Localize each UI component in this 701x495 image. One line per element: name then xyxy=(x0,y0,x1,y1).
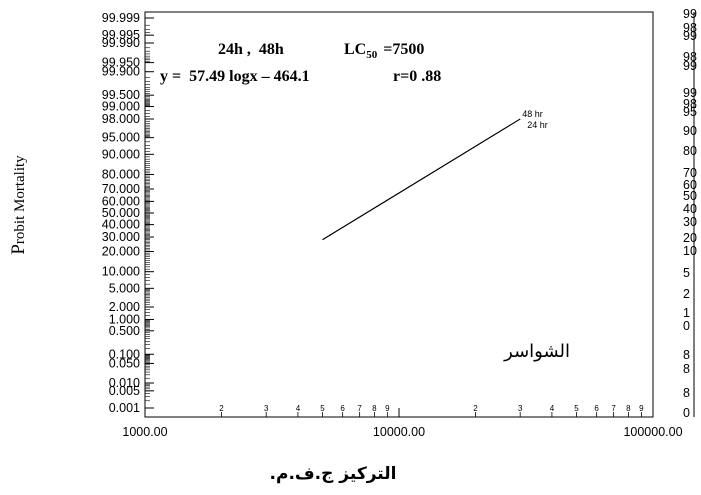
right-panel-tick-label: 8 xyxy=(683,362,690,376)
right-panel-tick-label: 10 xyxy=(683,244,697,258)
right-panel-tick-label: 98 xyxy=(683,50,697,64)
y-tick-label: 99.990 xyxy=(102,36,140,50)
right-panel-tick-label: 20 xyxy=(683,231,697,245)
x-major-tick-label: 10000.00 xyxy=(373,425,425,439)
right-panel-tick-label: 99 xyxy=(683,29,697,43)
x-minor-tick-label: 5 xyxy=(574,404,579,413)
right-panel-tick-label: 99 xyxy=(683,86,697,100)
y-tick-label: 10.000 xyxy=(102,265,140,279)
x-minor-tick-label: 3 xyxy=(264,404,269,413)
annotation-species: الشواسر xyxy=(503,341,570,362)
y-tick-label: 5.000 xyxy=(109,281,140,295)
y-tick-label: 99.500 xyxy=(102,88,140,102)
right-panel-tick-label: 8 xyxy=(683,348,690,362)
y-tick-label: 50.000 xyxy=(102,206,140,220)
y-tick-label: 0.010 xyxy=(109,376,140,390)
y-tick-label: 30.000 xyxy=(102,230,140,244)
x-minor-tick-label: 9 xyxy=(385,404,390,413)
regression-equation: y = 57.49 logx – 464.1 xyxy=(160,68,310,85)
y-tick-label: 0.050 xyxy=(109,356,140,370)
right-panel-tick-label: 70 xyxy=(683,166,697,180)
series-line xyxy=(322,118,521,241)
chart-header-lc: LC50 =7500 xyxy=(344,41,424,61)
y-tick-label: 99.900 xyxy=(102,65,140,79)
y-tick-label: 2.000 xyxy=(109,300,140,314)
y-axis-label-cap: P xyxy=(8,244,29,255)
y-tick-label: 70.000 xyxy=(102,182,140,196)
x-minor-tick-label: 6 xyxy=(594,404,599,413)
x-minor-tick-label: 2 xyxy=(219,404,224,413)
right-panel-tick-label: 8 xyxy=(683,386,690,400)
right-panel-tick-label: 1 xyxy=(683,306,690,320)
x-minor-tick-label: 2 xyxy=(473,404,478,413)
y-tick-label: 99.999 xyxy=(102,11,140,25)
right-panel-tick-label: 98 xyxy=(683,97,697,111)
right-panel-tick-label: 90 xyxy=(683,124,697,138)
x-minor-tick-label: 4 xyxy=(550,404,555,413)
y-tick-label: 99.000 xyxy=(102,100,140,114)
y-tick-label: 0.500 xyxy=(109,324,140,338)
right-panel-tick-label: 80 xyxy=(683,144,697,158)
y-axis-label-rest: robit Mortality xyxy=(12,155,28,244)
x-minor-tick-label: 9 xyxy=(639,404,644,413)
correlation-value: r=0 .88 xyxy=(393,68,441,85)
right-panel-tick-label: 2 xyxy=(683,287,690,301)
x-axis-label: التركيز ج.ف.م. xyxy=(270,464,397,484)
y-tick-label: 80.000 xyxy=(102,167,140,181)
lc-subscript: 50 xyxy=(366,49,378,61)
chart-header-line1: 24h , 48h xyxy=(218,41,284,58)
right-panel-tick-label: 60 xyxy=(683,178,697,192)
series-label: 48 hr xyxy=(522,109,543,119)
x-major-tick-label: 100000.00 xyxy=(623,425,682,439)
right-panel-tick-label: 99 xyxy=(683,59,697,73)
right-panel-partial-axis: 9998999899999895908070605040302010521088… xyxy=(683,7,697,420)
right-panel-tick-label: 5 xyxy=(683,266,690,280)
y-tick-label: 0.001 xyxy=(109,401,140,415)
x-axis-ticks: 1000.00 10000.00 100000.002 3 4 5 6 7 8 9 2 3 4 5 6 7 8 9 xyxy=(122,404,682,439)
right-panel-tick-label: 40 xyxy=(683,202,697,216)
y-tick-label: 99.995 xyxy=(102,28,140,42)
x-minor-tick-label: 7 xyxy=(357,404,362,413)
y-tick-label: 0.100 xyxy=(109,347,140,361)
right-panel-tick-label: 99 xyxy=(683,7,697,21)
y-tick-label: 40.000 xyxy=(102,218,140,232)
y-tick-label: 1.000 xyxy=(109,312,140,326)
x-minor-tick-label: 7 xyxy=(611,404,616,413)
y-axis-label: Probit Mortality xyxy=(8,155,29,255)
right-panel-tick-label: 95 xyxy=(683,105,697,119)
x-minor-tick-label: 6 xyxy=(340,404,345,413)
y-tick-label: 98.000 xyxy=(102,112,140,126)
y-tick-label: 90.000 xyxy=(102,147,140,161)
x-minor-tick-label: 8 xyxy=(626,404,631,413)
right-panel-tick-label: 0 xyxy=(683,406,690,420)
x-minor-tick-label: 3 xyxy=(518,404,523,413)
x-minor-tick-label: 5 xyxy=(320,404,325,413)
y-tick-label: 99.950 xyxy=(102,56,140,70)
y-tick-label: 20.000 xyxy=(102,245,140,259)
x-minor-tick-label: 4 xyxy=(296,404,301,413)
x-major-tick-label: 1000.00 xyxy=(122,425,167,439)
right-panel-tick-label: 0 xyxy=(683,319,690,333)
x-minor-tick-label: 8 xyxy=(372,404,377,413)
right-panel-tick-label: 30 xyxy=(683,215,697,229)
lc-label: LC xyxy=(344,41,366,58)
lc-value: =7500 xyxy=(383,41,424,58)
y-tick-label: 0.005 xyxy=(109,384,140,398)
y-tick-label: 60.000 xyxy=(102,194,140,208)
right-panel-tick-label: 50 xyxy=(683,189,697,203)
right-panel-tick-label: 98 xyxy=(683,21,697,35)
y-tick-label: 95.000 xyxy=(102,131,140,145)
series-label: 24 hr xyxy=(527,120,548,130)
